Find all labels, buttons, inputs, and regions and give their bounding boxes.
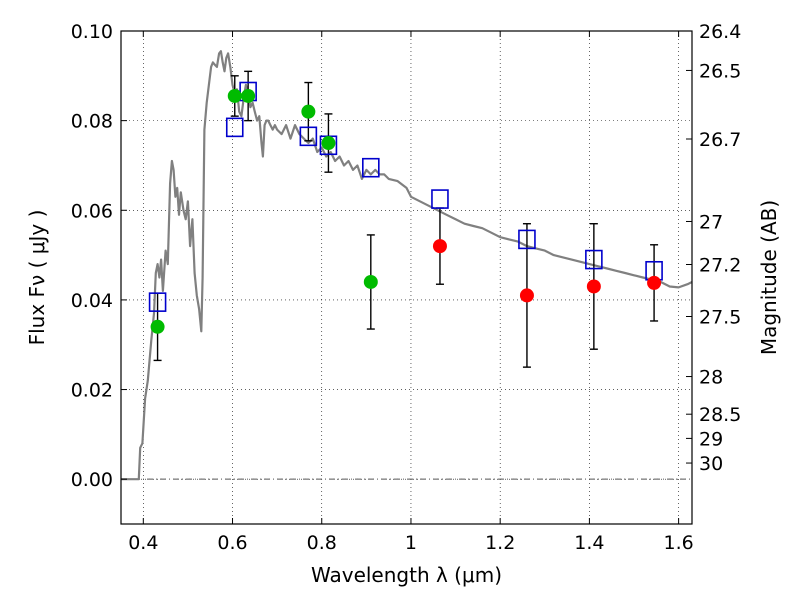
x-tick-label: 0.6 xyxy=(217,532,247,554)
plot-frame xyxy=(120,30,693,525)
model-square-point xyxy=(362,157,380,178)
spectrum-line xyxy=(121,50,693,481)
label-layer: 0.4 0.6 0.8 1 1.2 1.4 1.6 0.00 0.02 0.04 0.06 0.08 0… xyxy=(71,21,742,554)
model-square-point xyxy=(518,229,536,250)
right-tick-label: 26.5 xyxy=(699,60,741,82)
model-square-point xyxy=(299,126,318,147)
model-square-point xyxy=(225,117,244,138)
spectrum-layer xyxy=(121,50,693,481)
y-tick-label: 0.08 xyxy=(71,111,113,133)
right-tick-label: 28.5 xyxy=(699,404,741,426)
y-tick-label: 0.00 xyxy=(71,469,113,491)
right-tick-label: 26.4 xyxy=(699,21,741,43)
tick-layer xyxy=(121,30,692,524)
observed-point xyxy=(301,104,316,119)
right-axis-label: Magnitude (AB) xyxy=(757,200,781,355)
observed-point xyxy=(241,88,256,103)
right-tick-label: 27.5 xyxy=(699,306,741,328)
x-tick-label: 1.2 xyxy=(485,532,515,554)
observed-point xyxy=(519,288,534,303)
x-tick-label: 1.6 xyxy=(664,532,694,554)
right-tick-label: 28 xyxy=(699,367,723,389)
observed-point xyxy=(586,279,601,294)
x-axis-label: Wavelength λ (μm) xyxy=(311,563,502,587)
marker-layer xyxy=(148,81,663,334)
model-square-point xyxy=(585,249,603,270)
observed-point xyxy=(432,239,447,254)
x-tick-label: 0.4 xyxy=(128,532,158,554)
y-tick-label: 0.02 xyxy=(71,380,113,402)
observed-point xyxy=(321,136,336,151)
model-square-point xyxy=(431,189,449,209)
observed-point xyxy=(227,88,242,103)
y-tick-label: 0.10 xyxy=(71,21,113,43)
observed-point xyxy=(363,274,378,289)
right-tick-label: 30 xyxy=(699,453,723,475)
y-tick-label: 0.04 xyxy=(71,290,113,312)
x-tick-label: 0.8 xyxy=(307,532,337,554)
right-tick-label: 27 xyxy=(699,211,723,233)
model-square-point xyxy=(148,292,167,312)
x-tick-label: 1 xyxy=(405,532,417,554)
y-tick-label: 0.06 xyxy=(71,200,113,222)
x-tick-label: 1.4 xyxy=(574,532,604,554)
right-tick-label: 29 xyxy=(699,428,723,450)
observed-point xyxy=(150,319,165,334)
right-tick-label: 26.7 xyxy=(699,129,741,151)
y-axis-label: Flux Fν ( μJy ) xyxy=(25,210,49,346)
observed-point xyxy=(647,275,662,290)
right-tick-label: 27.2 xyxy=(699,255,741,277)
